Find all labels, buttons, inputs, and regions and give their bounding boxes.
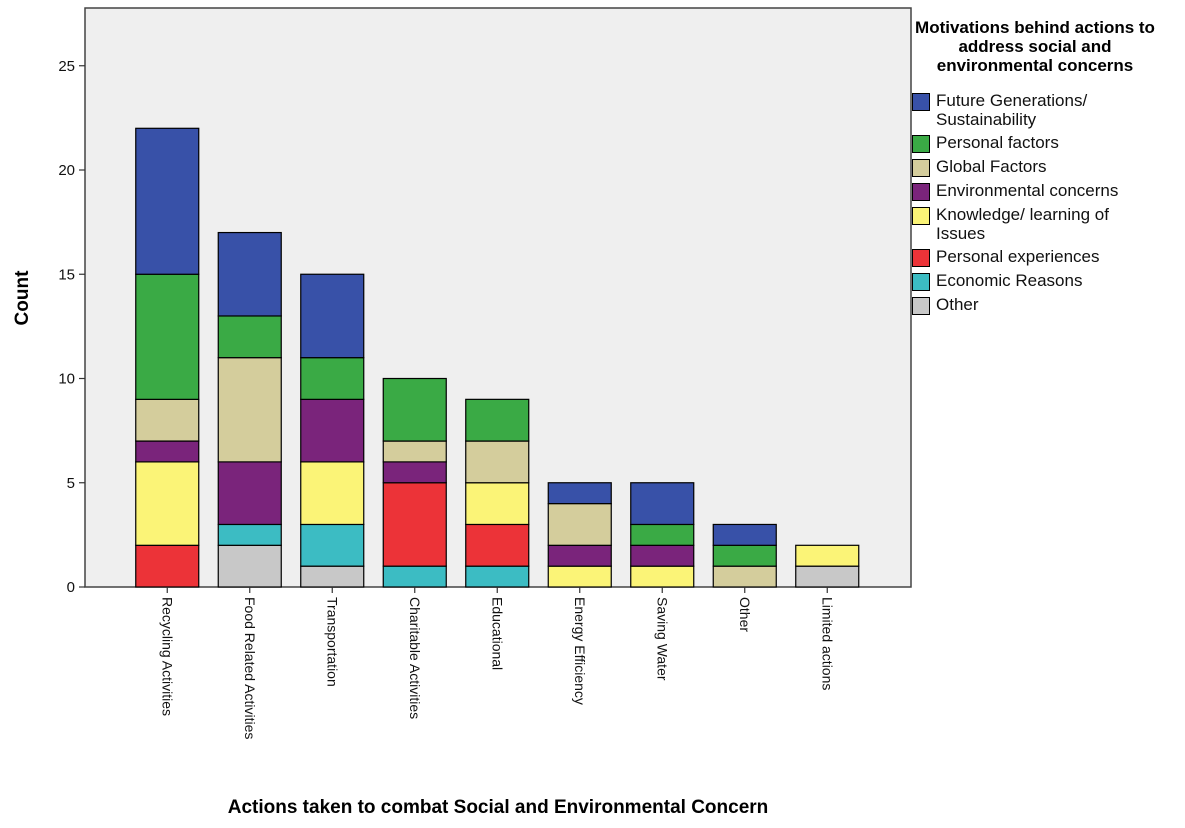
y-tick-label: 5 xyxy=(67,475,75,492)
x-axis: Recycling Activities Food Related Activit… xyxy=(159,587,835,739)
bar-segment xyxy=(135,398,200,442)
bar-segment xyxy=(547,503,612,546)
bar-segment xyxy=(630,544,695,567)
y-tick-label: 15 xyxy=(58,266,75,283)
bar-segment xyxy=(712,544,777,567)
x-tick-label: Food Related Activities xyxy=(242,597,258,739)
legend-items: Future Generations/Sustainability Persona… xyxy=(912,91,1184,315)
bar-segment xyxy=(217,544,282,588)
legend-swatch xyxy=(912,93,930,111)
legend-swatch xyxy=(912,135,930,153)
bar-segment xyxy=(300,273,365,359)
legend-swatch xyxy=(912,249,930,267)
y-axis-label: Count xyxy=(12,270,33,326)
bar-segment xyxy=(712,565,777,588)
bar-segment xyxy=(465,398,530,442)
legend-item: Global Factors xyxy=(912,157,1184,177)
legend-swatch xyxy=(912,273,930,291)
bar-segment xyxy=(795,544,860,567)
bar-segment xyxy=(630,565,695,588)
legend-item: Other xyxy=(912,295,1184,315)
bar-segment xyxy=(630,523,695,546)
bar-segment xyxy=(465,482,530,526)
bar-segment xyxy=(135,461,200,546)
bar-segment xyxy=(465,523,530,567)
bar-segment xyxy=(547,544,612,567)
y-axis: 0 5 10 15 20 25 xyxy=(58,58,85,596)
bar-segment xyxy=(217,315,282,359)
bar-segment xyxy=(217,523,282,546)
bar-segment xyxy=(300,357,365,400)
legend-title: Motivations behind actions to address so… xyxy=(915,18,1155,75)
legend-label: Future Generations/Sustainability xyxy=(936,91,1088,129)
legend-label: Personal experiences xyxy=(936,247,1100,266)
x-tick-label: Charitable Activities xyxy=(407,597,423,719)
bar-segment xyxy=(217,357,282,463)
x-tick-label: Saving Water xyxy=(654,597,670,681)
legend: Motivations behind actions to address so… xyxy=(912,18,1184,319)
y-tick-label: 20 xyxy=(58,162,75,179)
bar-segment xyxy=(712,523,777,546)
legend-item: Future Generations/Sustainability xyxy=(912,91,1184,129)
bar-segment xyxy=(135,273,200,400)
legend-item: Personal factors xyxy=(912,133,1184,153)
legend-label: Environmental concerns xyxy=(936,181,1119,200)
legend-swatch xyxy=(912,183,930,201)
x-axis-label: Actions taken to combat Social and Envir… xyxy=(228,797,769,818)
bar-segment xyxy=(300,398,365,463)
x-tick-label: Educational xyxy=(489,597,505,670)
bar-segment xyxy=(465,440,530,484)
bar-segment xyxy=(382,440,447,463)
bar-segment xyxy=(300,565,365,588)
bar-segment xyxy=(135,127,200,275)
bars-group xyxy=(135,127,860,588)
legend-item: Knowledge/ learning of Issues xyxy=(912,205,1184,243)
legend-label: Global Factors xyxy=(936,157,1047,176)
legend-swatch xyxy=(912,159,930,177)
bar-segment xyxy=(382,482,447,567)
legend-item: Environmental concerns xyxy=(912,181,1184,201)
x-tick-label: Energy Efficiency xyxy=(572,597,588,705)
bar-segment xyxy=(547,565,612,588)
bar-segment xyxy=(300,523,365,567)
legend-swatch xyxy=(912,297,930,315)
bar-segment xyxy=(217,461,282,526)
x-tick-label: Transportation xyxy=(324,597,340,687)
legend-item: Economic Reasons xyxy=(912,271,1184,291)
bar-segment xyxy=(217,231,282,317)
bar-segment xyxy=(382,377,447,442)
bar-segment xyxy=(547,482,612,505)
bar-segment xyxy=(382,565,447,588)
bar-segment xyxy=(465,565,530,588)
bar-segment xyxy=(795,565,860,588)
bar-segment xyxy=(135,544,200,588)
bar-segment xyxy=(300,461,365,526)
legend-swatch xyxy=(912,207,930,225)
y-tick-label: 10 xyxy=(58,371,75,388)
x-tick-label: Recycling Activities xyxy=(159,597,175,716)
bar-segment xyxy=(135,440,200,463)
bar-segment xyxy=(382,461,447,484)
legend-label: Knowledge/ learning of Issues xyxy=(936,205,1109,243)
bar-segment xyxy=(630,482,695,526)
x-tick-label: Limited actions xyxy=(819,597,835,690)
x-tick-label: Other xyxy=(737,597,753,632)
legend-label: Other xyxy=(936,295,979,314)
y-tick-label: 25 xyxy=(58,58,75,75)
legend-item: Personal experiences xyxy=(912,247,1184,267)
legend-label: Economic Reasons xyxy=(936,271,1083,290)
y-tick-label: 0 xyxy=(67,579,75,596)
legend-label: Personal factors xyxy=(936,133,1059,152)
